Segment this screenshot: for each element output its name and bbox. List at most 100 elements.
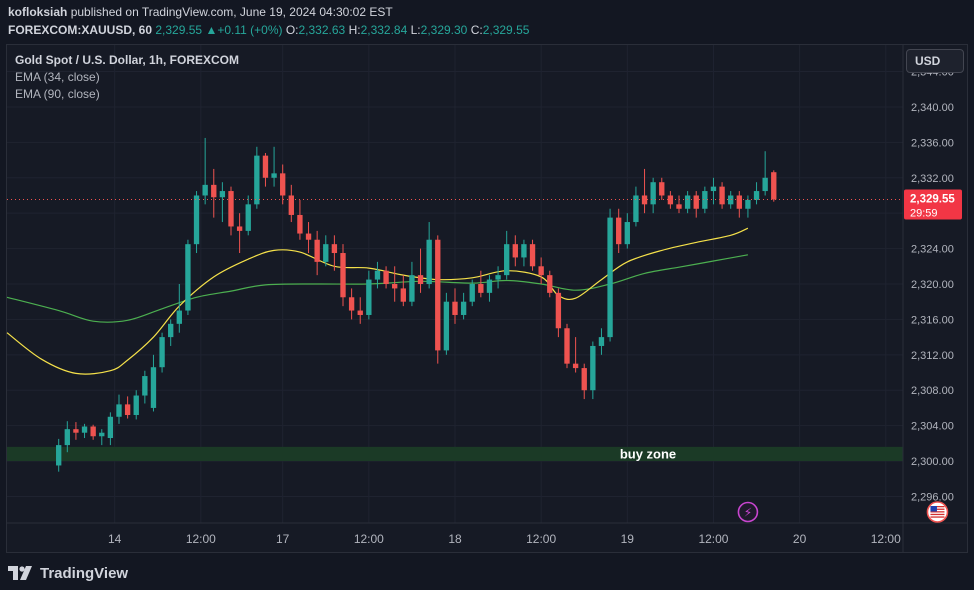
candle-body: [297, 214, 303, 234]
candle-body: [348, 297, 355, 311]
currency-button[interactable]: USD: [906, 49, 964, 73]
candle-body: [624, 222, 630, 245]
candle: [572, 337, 579, 373]
flag-stripe: [930, 511, 945, 513]
candle: [236, 213, 243, 254]
buy-zone-layer: buy zone: [7, 446, 903, 461]
candle: [331, 235, 338, 271]
candle-body: [323, 244, 329, 262]
candle-body: [495, 275, 501, 280]
candle: [150, 354, 157, 412]
candle-body: [478, 284, 484, 293]
candle: [280, 164, 286, 205]
candle-body: [133, 395, 139, 416]
candle: [64, 421, 70, 453]
candle: [435, 235, 441, 364]
candle-body: [641, 195, 648, 205]
candle: [443, 292, 450, 355]
candle: [228, 186, 234, 236]
candle-body: [202, 184, 208, 196]
candle-body: [99, 432, 105, 437]
candle-body: [400, 288, 406, 302]
candle: [607, 208, 613, 342]
candle-body: [598, 337, 605, 346]
price-tick-label: 2,332.00: [911, 173, 954, 185]
candle-body: [728, 195, 734, 205]
candle-body: [245, 204, 251, 231]
candle: [99, 429, 105, 446]
candle-body: [762, 177, 768, 192]
candle: [753, 182, 760, 205]
time-tick-label: 12:00: [526, 532, 556, 546]
candle: [323, 235, 329, 267]
author-name[interactable]: kofloksiah: [8, 5, 68, 19]
low-label: L:: [410, 23, 421, 37]
price-tick-label: 2,312.00: [911, 350, 954, 362]
candle: [271, 146, 277, 187]
open-label: O:: [285, 23, 299, 37]
chart-frame[interactable]: [6, 44, 968, 553]
candle-body: [116, 404, 122, 417]
candle-body: [452, 301, 458, 315]
candle: [598, 328, 605, 355]
candle-body: [443, 301, 450, 351]
price-tick-label: 2,340.00: [911, 102, 954, 114]
candle: [693, 191, 699, 218]
candle: [590, 341, 596, 400]
candle: [340, 244, 346, 307]
candle-body: [572, 363, 579, 369]
candle-body: [383, 270, 389, 284]
candle-body: [460, 301, 467, 315]
candle: [305, 222, 312, 254]
candle: [219, 182, 226, 223]
candle: [624, 213, 630, 249]
candle: [314, 230, 320, 276]
legend-ema34[interactable]: EMA (34, close): [15, 70, 100, 84]
flag-canton: [930, 506, 937, 512]
high-value: 2,332.84: [360, 23, 408, 37]
candle: [392, 266, 398, 302]
chart-legend: Gold Spot / U.S. Dollar, 1h, FOREXCOM EM…: [15, 52, 239, 103]
candle-body: [469, 284, 475, 302]
time-tick-label: 12:00: [698, 532, 728, 546]
last-price-tag: [904, 189, 962, 220]
candle-body: [228, 191, 234, 227]
candle-body: [555, 292, 562, 329]
candle: [728, 191, 734, 209]
footer-brand[interactable]: TradingView: [40, 564, 129, 582]
candle: [667, 191, 674, 209]
open-value: 2,332.63: [298, 23, 346, 37]
price-tick-label: 2,300.00: [911, 456, 954, 468]
candle-body: [486, 279, 493, 293]
tradingview-logo-icon[interactable]: [8, 566, 34, 580]
candle-body: [107, 416, 114, 439]
footer: TradingView: [8, 562, 128, 584]
candle-body: [771, 172, 777, 200]
legend-title: Gold Spot / U.S. Dollar, 1h, FOREXCOM: [15, 53, 240, 67]
candle-body: [366, 279, 372, 315]
candle: [211, 168, 217, 218]
candle-body: [676, 204, 682, 209]
candle: [641, 168, 648, 214]
candle: [168, 319, 174, 346]
legend-ema90[interactable]: EMA (90, close): [15, 87, 100, 101]
price-tick-label: 2,320.00: [911, 279, 954, 291]
candle-body: [314, 239, 320, 262]
candle-body: [529, 244, 536, 267]
candle: [185, 239, 191, 315]
time-tick-label: 12:00: [871, 532, 901, 546]
candle: [348, 288, 355, 320]
candle: [684, 191, 691, 214]
candle: [245, 195, 251, 236]
candle-body: [262, 155, 269, 178]
publish-date: published on TradingView.com, June 19, 2…: [67, 5, 393, 19]
candle: [56, 438, 62, 472]
low-value: 2,329.30: [420, 23, 468, 37]
grid-lines: [7, 45, 903, 523]
candle: [452, 288, 458, 324]
time-tick-label: 12:00: [186, 532, 216, 546]
price-tick-label: 2,308.00: [911, 385, 954, 397]
candle-body: [693, 195, 699, 209]
candle-body: [81, 426, 88, 433]
